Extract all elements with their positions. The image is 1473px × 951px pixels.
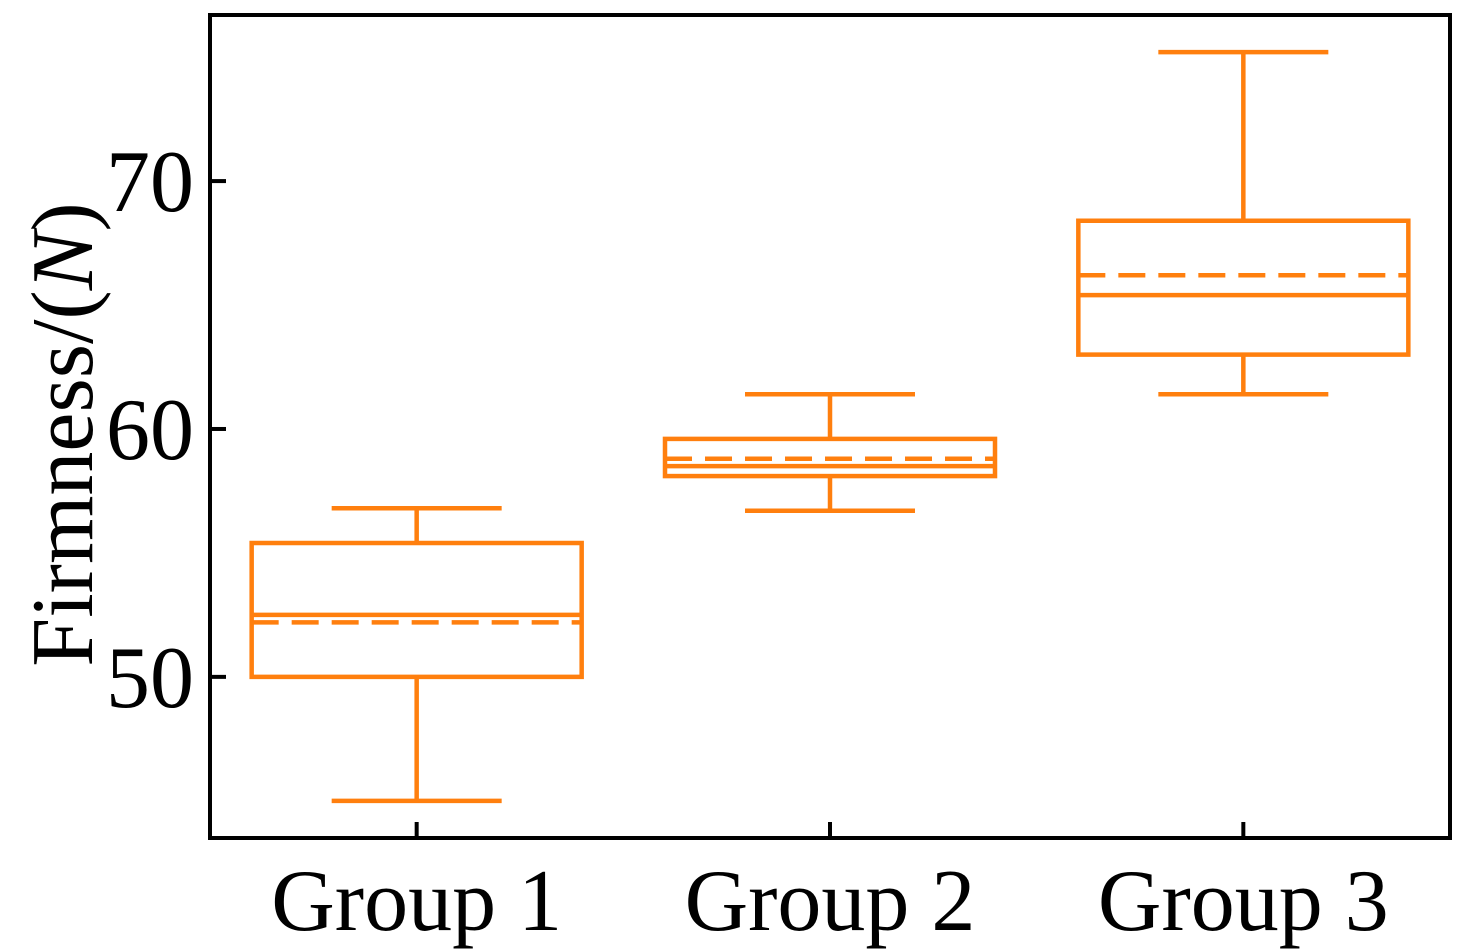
- y-tick-label: 50: [106, 630, 194, 727]
- y-axis-label: Firmness/(N): [15, 202, 112, 666]
- boxplot-group-2: [662, 392, 998, 514]
- y-tick-label: 60: [106, 382, 194, 479]
- x-tick-label: Group 1: [271, 853, 562, 950]
- x-tick-label: Group 3: [1098, 853, 1389, 950]
- boxplot-group-1: [249, 506, 584, 804]
- boxplot-group-3: [1076, 49, 1411, 397]
- iqr-box: [249, 540, 584, 680]
- y-tick-label: 70: [106, 134, 194, 231]
- iqr-box: [1076, 218, 1411, 357]
- x-tick-label: Group 2: [685, 853, 976, 950]
